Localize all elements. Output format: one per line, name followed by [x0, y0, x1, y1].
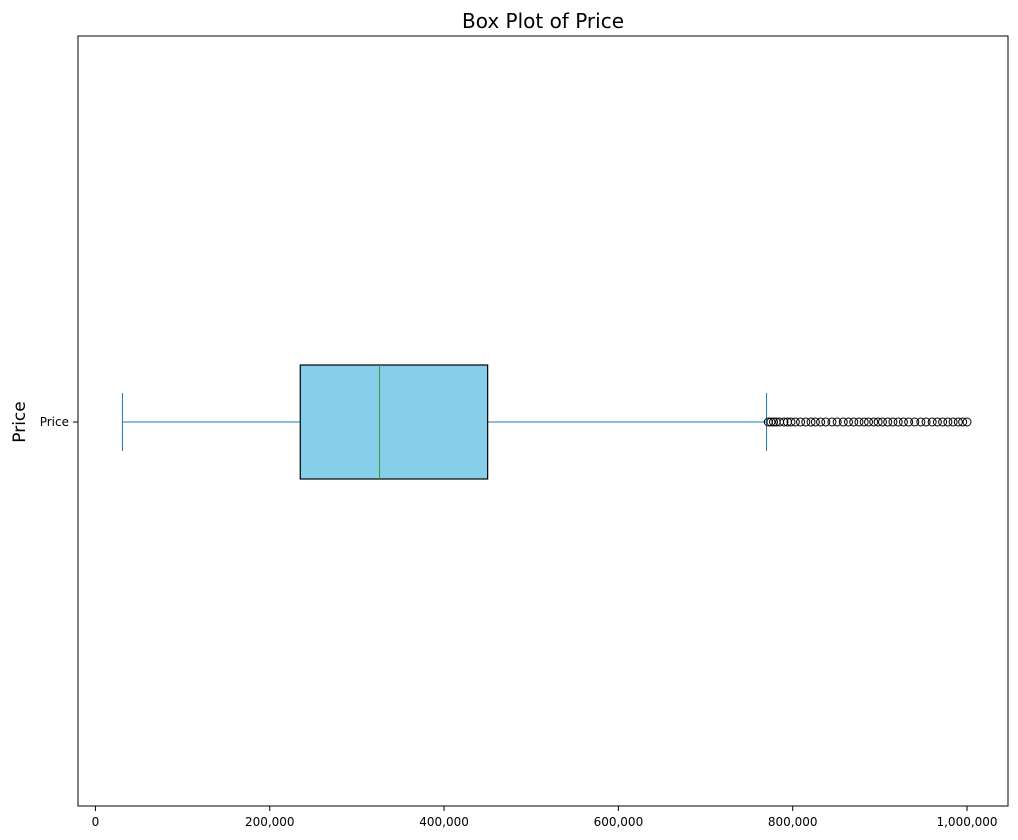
outlier-point — [779, 417, 789, 427]
outlier-point — [801, 417, 811, 427]
outlier-point — [943, 417, 953, 427]
chart-title: Box Plot of Price — [462, 9, 624, 33]
outlier-point — [898, 417, 908, 427]
x-tick-label: 800,000 — [768, 815, 818, 829]
outlier-point — [938, 417, 948, 427]
outlier-point — [864, 417, 874, 427]
outlier-point — [921, 417, 931, 427]
outlier-point — [948, 417, 958, 427]
outlier-point — [849, 417, 859, 427]
outlier-point — [827, 417, 837, 427]
y-axis-label: Price — [10, 401, 30, 442]
outlier-point — [786, 417, 796, 427]
outlier-point — [883, 417, 893, 427]
outlier-point — [766, 417, 776, 427]
outlier-point — [916, 417, 926, 427]
x-axis: 0 200,000 400,000 600,000 800,000 1,000,000 — [92, 806, 998, 829]
outlier-point — [769, 417, 779, 427]
outlier-point — [821, 417, 831, 427]
y-axis: Price — [40, 415, 78, 429]
outlier-point — [893, 417, 903, 427]
outlier-point — [888, 417, 898, 427]
outlier-point — [962, 417, 972, 427]
x-tick-label: 0 — [92, 815, 100, 829]
outlier-point — [810, 417, 820, 427]
outlier-point — [869, 417, 879, 427]
outlier-point — [904, 417, 914, 427]
outlier-point — [859, 417, 869, 427]
x-tick-label: 1,000,000 — [936, 815, 997, 829]
outlier-point — [877, 417, 887, 427]
outlier-point — [873, 417, 883, 427]
outlier-point — [932, 417, 942, 427]
outlier-point — [854, 417, 864, 427]
plot-marks — [121, 364, 972, 480]
outlier-point — [832, 417, 842, 427]
outlier-point — [843, 417, 853, 427]
outlier-point — [816, 417, 826, 427]
outlier-point — [790, 417, 800, 427]
box-iqr — [299, 364, 489, 480]
outlier-point — [806, 417, 816, 427]
outlier-point — [958, 417, 968, 427]
outlier-point — [910, 417, 920, 427]
outlier-point — [838, 417, 848, 427]
plot-area-frame — [77, 35, 1009, 807]
y-tick-label: Price — [40, 415, 69, 429]
outlier-point — [796, 417, 806, 427]
outlier-point — [927, 417, 937, 427]
x-tick-label: 200,000 — [245, 815, 295, 829]
x-tick-label: 600,000 — [594, 815, 644, 829]
outlier-point — [953, 417, 963, 427]
x-tick-label: 400,000 — [419, 815, 469, 829]
